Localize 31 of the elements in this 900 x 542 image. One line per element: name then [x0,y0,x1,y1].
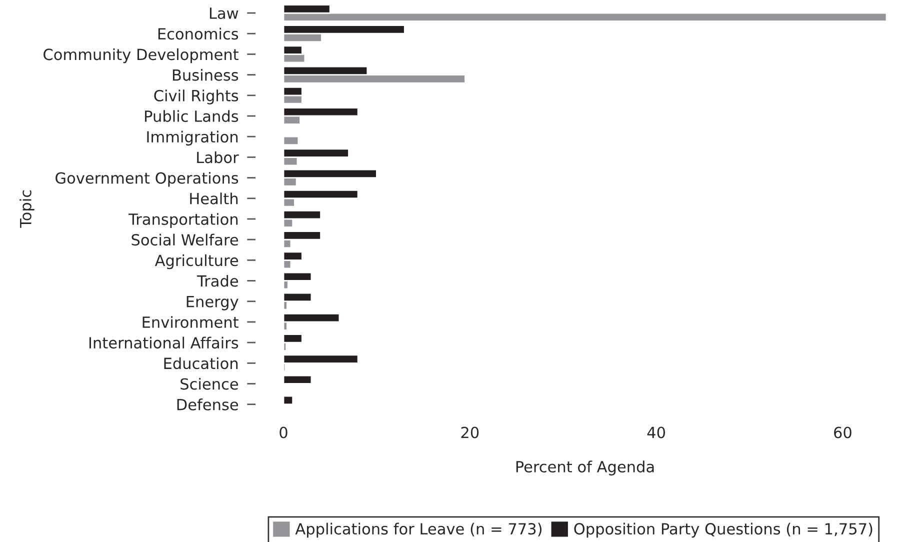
x-tick-label: 60 [834,426,852,438]
bar [284,136,300,146]
y-tick-label: Transportation [128,213,238,228]
y-tick-label: Energy [186,296,238,310]
y-tick-label: Community Development [44,48,238,64]
bar [284,374,312,384]
y-axis-title: Topic [20,190,34,228]
x-tick-label: 0 [280,426,288,438]
y-tick-label: Environment [142,316,238,328]
x-tick-label: 20 [461,426,479,438]
y-tick-label: Defense [177,398,238,410]
legend-label: Applications for Leave (n = 773) [295,522,542,538]
x-axis-title: Percent of Agenda [516,460,654,476]
y-tick-label: International Affairs [89,336,238,349]
y-tick-label: Government Operations [56,172,238,187]
y-tick-label: Law [210,8,238,20]
bar [284,395,294,406]
y-tick-label: Science [180,378,238,390]
y-tick-label: Labor [197,151,239,164]
y-tick-label: Business [172,68,238,81]
y-tick-label: Public Lands [145,110,238,122]
legend-label: Opposition Party Questions (n = 1,757) [574,522,872,538]
x-tick-label: 40 [647,426,666,438]
y-tick-label: Health [190,192,238,204]
y-tick-label: Economics [158,28,238,40]
y-tick-label: Civil Rights [154,90,238,104]
y-tick-label: Immigration [147,130,238,146]
y-tick-label: Education [164,357,238,370]
y-tick-label: Social Welfare [132,234,238,246]
y-tick-label: Trade [196,274,238,287]
y-tick-label: Agriculture [154,254,238,270]
